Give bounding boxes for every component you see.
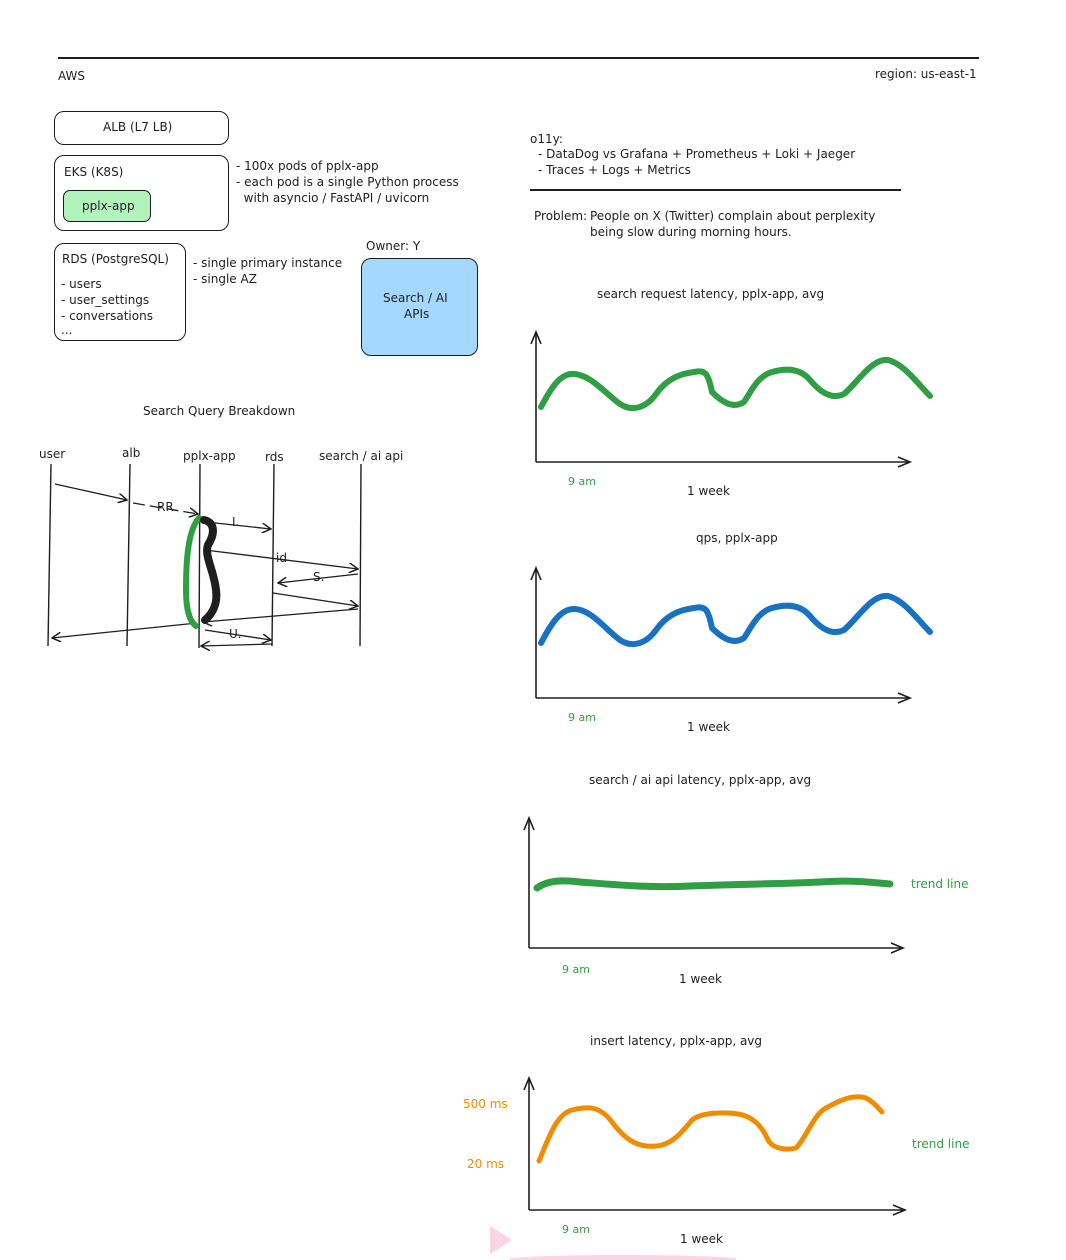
problem-label: Problem:	[534, 209, 588, 223]
chart1-axes	[530, 329, 913, 468]
chart4-tick: 9 am	[562, 1223, 590, 1236]
rds-note-1: - single primary instance	[193, 256, 343, 270]
chart4-xlabel: 1 week	[680, 1232, 723, 1246]
msg-search-return	[203, 608, 359, 622]
alb-box[interactable]: ALB (L7 LB)	[54, 111, 229, 145]
rds-table-user-settings: - user_settings	[61, 293, 150, 307]
msg-app-to-search	[204, 549, 358, 569]
eks-note-3: with asyncio / FastAPI / uvicorn	[236, 191, 430, 205]
chart1-line	[538, 357, 933, 412]
alb-label: ALB (L7 LB)	[103, 120, 173, 134]
processing-squiggle	[200, 516, 221, 624]
chart1-xlabel: 1 week	[687, 484, 730, 498]
msg-rr-label: RR	[157, 500, 174, 514]
chart4-line	[536, 1094, 885, 1164]
search-api-box[interactable]: Search / AI APIs	[361, 258, 478, 356]
actor-search-api: search / ai api	[319, 449, 404, 463]
o11y-title: o11y:	[530, 132, 563, 146]
chart2-xlabel: 1 week	[687, 720, 730, 734]
aws-label: AWS	[58, 69, 86, 83]
chart1-title: search request latency, pplx-app, avg	[597, 287, 825, 301]
search-api-line-2: APIs	[404, 307, 430, 321]
chart4-y-low: 20 ms	[467, 1157, 505, 1171]
sequence-title: Search Query Breakdown	[143, 404, 296, 418]
rds-table-more: ...	[61, 323, 73, 337]
rds-box[interactable]: RDS (PostgreSQL) - users - user_settings…	[54, 243, 186, 341]
chart3-tick: 9 am	[562, 963, 590, 976]
eks-note-1: - 100x pods of pplx-app	[236, 159, 379, 173]
chart3-line	[533, 877, 894, 892]
msg-s-label: S.	[313, 570, 325, 584]
request-span-highlight	[182, 515, 202, 629]
msg-app-to-user	[52, 622, 198, 638]
top-rule	[58, 57, 979, 59]
chart3-xlabel: 1 week	[679, 972, 722, 986]
msg-rds-to-search	[272, 592, 358, 606]
actor-user: user	[39, 447, 66, 461]
pink-shape-fragment	[490, 1226, 512, 1254]
rds-table-users: - users	[61, 277, 102, 291]
chart4-y-high: 500 ms	[463, 1097, 508, 1111]
chart2-tick: 9 am	[568, 711, 596, 724]
msg-rds-return	[201, 644, 273, 646]
region-label: region: us-east-1	[875, 67, 977, 81]
actor-pplx-app: pplx-app	[183, 449, 236, 463]
msg-alb-to-app	[132, 502, 198, 514]
rds-title: RDS (PostgreSQL)	[62, 252, 169, 266]
chart4-title: insert latency, pplx-app, avg	[590, 1034, 763, 1048]
chart2-axes	[530, 565, 913, 704]
problem-line-1: People on X (Twitter) complain about per…	[590, 209, 876, 223]
msg-app-update-rds	[204, 629, 271, 640]
o11y-item-1: - DataDog vs Grafana + Prometheus + Loki…	[538, 147, 856, 161]
chart3-axes	[523, 815, 906, 954]
chart4-axes	[523, 1075, 908, 1216]
eks-box[interactable]: EKS (K8S) pplx-app	[54, 155, 229, 231]
msg-id-label: id	[276, 551, 287, 565]
lifeline-pplx-app	[198, 463, 201, 649]
rds-table-conversations: - conversations	[61, 309, 153, 323]
eks-title: EKS (K8S)	[64, 165, 124, 179]
msg-search-to-app	[278, 573, 359, 583]
chart4-annotation: trend line	[912, 1137, 970, 1151]
msg-i-label: I.	[232, 515, 240, 529]
lifeline-rds	[271, 463, 275, 647]
o11y-divider	[530, 189, 901, 191]
chart3-annotation: trend line	[911, 877, 969, 891]
eks-note-2: - each pod is a single Python process	[236, 175, 459, 189]
lifeline-alb	[126, 463, 131, 647]
actor-rds: rds	[265, 450, 284, 464]
pink-bar-fragment	[510, 1255, 736, 1260]
chart2-line	[538, 593, 933, 648]
chart3-title: search / ai api latency, pplx-app, avg	[589, 773, 812, 787]
chart2-title: qps, pplx-app	[696, 531, 778, 545]
chart1-tick: 9 am	[568, 475, 596, 488]
pplx-app-pod[interactable]: pplx-app	[63, 190, 151, 222]
msg-user-to-alb	[54, 483, 127, 500]
msg-app-to-rds	[205, 521, 271, 529]
search-api-line-1: Search / AI	[383, 291, 448, 305]
lifeline-search-api	[359, 463, 362, 647]
lifeline-user	[47, 463, 52, 647]
actor-alb: alb	[122, 446, 141, 460]
pod-label: pplx-app	[82, 199, 135, 213]
problem-line-2: being slow during morning hours.	[590, 225, 792, 239]
rds-note-2: - single AZ	[193, 272, 257, 286]
chart-axes	[523, 329, 913, 1216]
owner-label: Owner: Y	[366, 239, 421, 253]
o11y-item-2: - Traces + Logs + Metrics	[538, 163, 691, 177]
messages	[52, 483, 359, 646]
